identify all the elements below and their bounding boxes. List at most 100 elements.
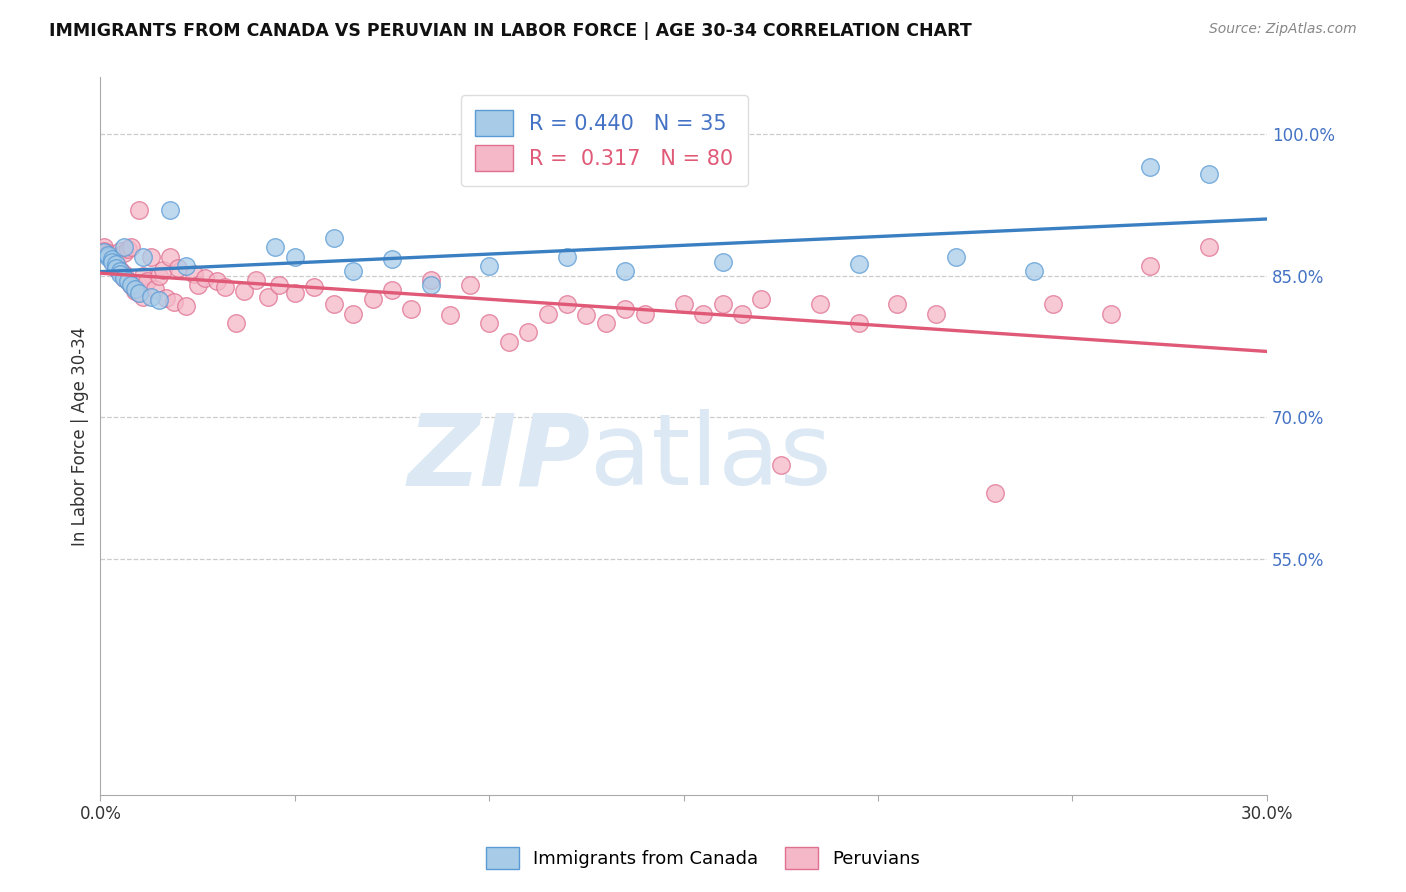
Point [174,260,197,274]
Point [120,278,142,293]
Point [108,263,131,277]
Point [381,283,404,297]
Point [264,240,287,254]
Point [886,297,908,311]
Point [112,240,135,254]
Point [136,274,159,288]
Point [101,253,124,268]
Point [945,250,967,264]
Point [1042,297,1064,311]
Point [117,242,139,256]
Point [155,292,177,306]
Point [731,306,754,320]
Point [401,301,423,316]
Point [120,240,142,254]
Point [93,244,115,259]
Point [148,268,170,283]
Point [163,295,186,310]
Point [101,250,124,264]
Point [1022,264,1045,278]
Point [245,273,267,287]
Point [711,254,734,268]
Point [555,297,578,311]
Point [692,306,714,320]
Point [174,299,197,313]
Point [1198,167,1220,181]
Point [97,246,120,260]
Point [183,267,205,281]
Point [536,306,558,320]
Legend: Immigrants from Canada, Peruvians: Immigrants from Canada, Peruvians [477,838,929,879]
Point [148,293,170,308]
Point [575,309,598,323]
Point [614,301,637,316]
Point [925,306,948,320]
Point [97,248,120,262]
Point [112,270,135,285]
Point [97,250,120,264]
Point [848,257,870,271]
Point [256,289,278,303]
Point [458,278,481,293]
Point [104,261,127,276]
Point [124,282,146,296]
Point [751,293,773,307]
Point [342,264,364,278]
Point [187,278,209,293]
Point [159,202,181,217]
Point [498,334,520,349]
Point [225,316,247,330]
Point [159,250,181,264]
Point [112,246,135,260]
Point [555,250,578,264]
Point [108,265,131,279]
Point [117,274,139,288]
Point [101,254,124,268]
Text: IMMIGRANTS FROM CANADA VS PERUVIAN IN LABOR FORCE | AGE 30-34 CORRELATION CHART: IMMIGRANTS FROM CANADA VS PERUVIAN IN LA… [49,22,972,40]
Point [769,458,792,472]
Point [322,231,344,245]
Point [128,202,150,217]
Point [672,297,695,311]
Point [1099,306,1122,320]
Point [97,248,120,262]
Point [194,270,217,285]
Point [517,326,540,340]
Point [361,293,384,307]
Point [112,270,135,285]
Point [132,289,155,303]
Point [132,268,155,283]
Point [233,284,256,298]
Point [808,297,831,311]
Point [595,316,617,330]
Point [269,278,291,293]
Point [128,285,150,300]
Point [419,273,441,287]
Point [104,257,127,271]
Point [101,252,124,266]
Point [108,267,131,281]
Point [381,252,404,266]
Point [124,280,146,294]
Point [143,282,166,296]
Point [104,255,127,269]
Point [1139,260,1161,274]
Point [614,264,637,278]
Point [478,316,501,330]
Point [104,261,127,276]
Y-axis label: In Labor Force | Age 30-34: In Labor Force | Age 30-34 [72,326,89,546]
Text: atlas: atlas [591,409,832,507]
Point [108,244,131,259]
Point [93,240,115,254]
Legend: R = 0.440   N = 35, R =  0.317   N = 80: R = 0.440 N = 35, R = 0.317 N = 80 [461,95,748,186]
Point [132,250,155,264]
Point [120,278,142,293]
Point [124,284,146,298]
Point [139,250,162,264]
Point [284,250,307,264]
Point [167,261,190,276]
Text: ZIP: ZIP [408,409,591,507]
Point [152,263,174,277]
Point [634,306,657,320]
Point [419,278,441,293]
